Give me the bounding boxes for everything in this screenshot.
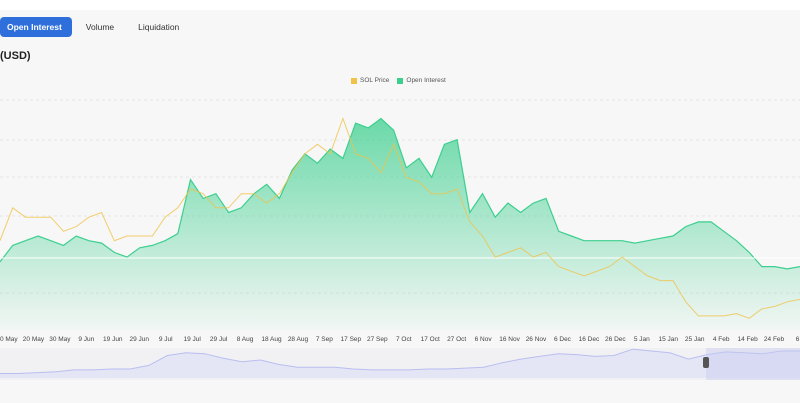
x-tick-label: 17 Oct xyxy=(421,336,440,343)
x-tick-label: 6 Dec xyxy=(554,336,572,343)
x-tick-label: 26 Dec xyxy=(605,336,626,343)
x-tick-label: 15 Jan xyxy=(658,336,678,343)
x-tick-label: 14 Feb xyxy=(737,336,758,343)
x-tick-label: 9 Jul xyxy=(159,336,173,343)
legend-label: Open Interest xyxy=(406,77,446,84)
legend-sol-price[interactable]: SOL Price xyxy=(351,77,389,84)
x-tick-label: 20 May xyxy=(23,336,45,343)
x-tick-label: 28 Aug xyxy=(288,336,309,343)
x-tick-label: 6 Nov xyxy=(475,336,493,343)
x-tick-label: 10 May xyxy=(0,336,18,343)
x-tick-label: 19 Jul xyxy=(183,336,201,343)
legend-label: SOL Price xyxy=(360,77,390,84)
x-tick-label: 27 Oct xyxy=(447,336,466,343)
x-tick-label: 16 Dec xyxy=(579,336,600,343)
tab-open-interest[interactable]: Open Interest xyxy=(0,17,72,37)
x-tick-label: 24 Feb xyxy=(764,336,785,343)
x-tick-label: 29 Jul xyxy=(210,336,228,343)
tab-liquidation[interactable]: Liquidation xyxy=(138,22,180,32)
open-interest-swatch xyxy=(397,77,404,84)
navigator-line xyxy=(0,348,800,374)
x-tick-label: 29 Jun xyxy=(129,336,149,343)
chart-title: (USD) xyxy=(0,50,31,62)
x-tick-label: 6 F xyxy=(796,336,800,343)
x-tick-label: 4 Feb xyxy=(713,336,730,343)
x-tick-label: 25 Jan xyxy=(685,336,705,343)
tab-bar: Open Interest Volume Liquidation xyxy=(0,17,189,37)
open-interest-line xyxy=(0,117,800,270)
tab-volume[interactable]: Volume xyxy=(85,22,115,32)
x-tick-label: 8 Aug xyxy=(237,336,254,343)
x-tick-label: 16 Nov xyxy=(499,336,520,343)
x-tick-label: 7 Sep xyxy=(316,336,333,343)
sol-price-line xyxy=(0,117,800,319)
x-tick-label: 9 Jun xyxy=(78,336,94,343)
top-bar xyxy=(0,0,800,10)
x-tick-label: 19 Jun xyxy=(103,336,123,343)
legend: SOL Price Open Interest xyxy=(351,77,446,84)
x-tick-label: 18 Aug xyxy=(261,336,282,343)
x-tick-label: 30 May xyxy=(49,336,71,343)
navigator-handle[interactable] xyxy=(703,357,709,368)
x-tick-label: 17 Sep xyxy=(341,336,362,343)
x-tick-label: 7 Oct xyxy=(396,336,412,343)
legend-open-interest[interactable]: Open Interest xyxy=(397,77,446,84)
x-tick-label: 5 Jan xyxy=(634,336,650,343)
open-interest-area xyxy=(0,118,800,330)
x-tick-label: 27 Sep xyxy=(367,336,388,343)
navigator-selection[interactable] xyxy=(706,348,800,380)
x-tick-label: 26 Nov xyxy=(526,336,547,343)
sol-price-swatch xyxy=(351,77,357,84)
